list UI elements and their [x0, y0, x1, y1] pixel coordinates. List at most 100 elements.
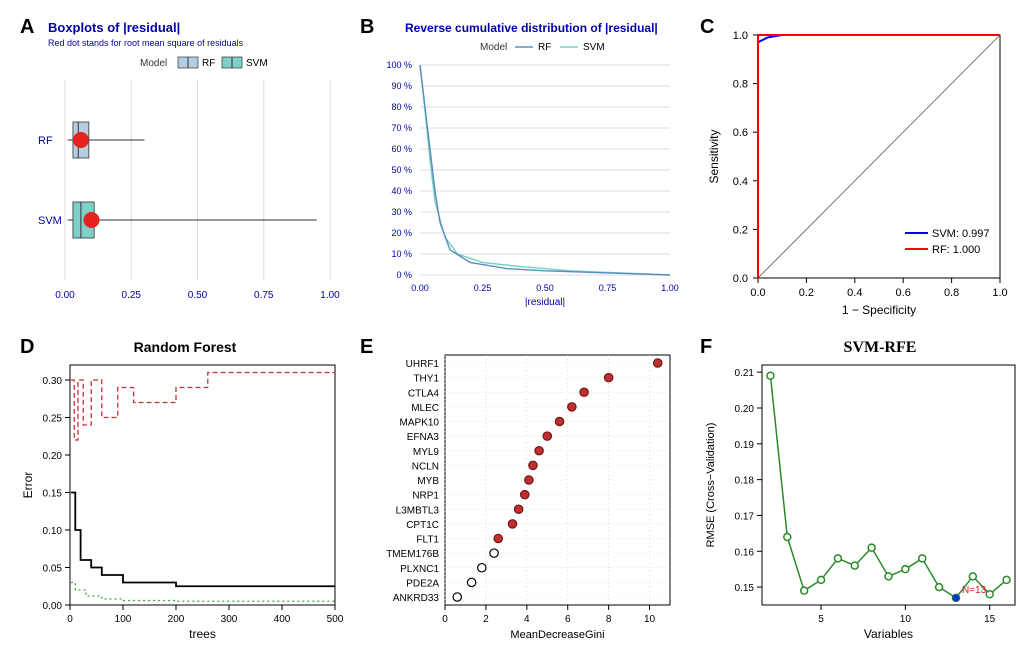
- svm-rfe-chart: SVM-RFE510150.150.160.170.180.190.200.21…: [690, 330, 1020, 650]
- svg-text:0.8: 0.8: [733, 79, 748, 91]
- svg-text:SVM: SVM: [38, 215, 62, 227]
- svg-text:0.4: 0.4: [733, 176, 748, 188]
- svg-text:N=13: N=13: [962, 585, 987, 596]
- svg-text:SVM: SVM: [246, 58, 268, 69]
- svg-text:0.10: 0.10: [43, 526, 63, 537]
- svg-text:PDE2A: PDE2A: [406, 578, 439, 589]
- svg-text:0.20: 0.20: [43, 451, 63, 462]
- svg-text:40 %: 40 %: [391, 186, 412, 196]
- svg-text:SVM: 0.997: SVM: 0.997: [932, 228, 989, 240]
- svg-text:MeanDecreaseGini: MeanDecreaseGini: [510, 629, 604, 641]
- svg-text:0.17: 0.17: [735, 511, 755, 522]
- svg-text:6: 6: [565, 614, 571, 625]
- svg-text:Boxplots of |residual|: Boxplots of |residual|: [48, 20, 180, 35]
- svg-text:EFNA3: EFNA3: [407, 432, 440, 443]
- svg-text:1.00: 1.00: [661, 283, 679, 293]
- svg-text:0.0: 0.0: [733, 273, 748, 285]
- svg-text:CTLA4: CTLA4: [408, 388, 440, 399]
- svg-text:Error: Error: [21, 472, 35, 499]
- svg-text:Variables: Variables: [864, 627, 913, 641]
- panel-b: B Reverse cumulative distribution of |re…: [350, 10, 690, 330]
- random-forest-chart: Random Forest01002003004005000.000.050.1…: [10, 330, 350, 650]
- svg-text:4: 4: [524, 614, 530, 625]
- svg-text:Sensitivity: Sensitivity: [707, 129, 721, 183]
- svg-text:RF: RF: [538, 42, 551, 53]
- svg-text:0.19: 0.19: [735, 440, 755, 451]
- svg-text:0.25: 0.25: [43, 414, 63, 425]
- svg-text:10 %: 10 %: [391, 249, 412, 259]
- panel-label-f: F: [700, 336, 712, 359]
- svg-text:30 %: 30 %: [391, 207, 412, 217]
- svg-text:0.00: 0.00: [43, 601, 63, 612]
- svg-text:15: 15: [984, 614, 996, 625]
- panel-a: A Boxplots of |residual| Red dot stands f…: [10, 10, 350, 330]
- svg-text:0.15: 0.15: [735, 583, 755, 594]
- svg-text:1.0: 1.0: [733, 30, 748, 42]
- svg-text:Model: Model: [140, 58, 167, 69]
- svg-text:FLT1: FLT1: [416, 535, 439, 546]
- svg-text:PLXNC1: PLXNC1: [400, 564, 439, 575]
- panel-f: F SVM-RFE510150.150.160.170.180.190.200.…: [690, 330, 1020, 650]
- svg-text:|residual|: |residual|: [525, 297, 565, 308]
- panel-c: C 0.00.00.20.20.40.40.60.60.80.81.01.01 …: [690, 10, 1020, 330]
- svg-text:RF: RF: [38, 135, 53, 147]
- panel-e: E 0246810UHRF1THY1CTLA4MLECMAPK10EFNA3MY…: [350, 330, 690, 650]
- panel-label-e: E: [360, 336, 373, 359]
- svg-text:0.21: 0.21: [735, 368, 755, 379]
- svg-text:THY1: THY1: [413, 374, 439, 385]
- svg-text:0: 0: [442, 614, 448, 625]
- svg-text:200: 200: [168, 614, 185, 625]
- svg-text:5: 5: [818, 614, 824, 625]
- svg-text:80 %: 80 %: [391, 102, 412, 112]
- svg-text:Random Forest: Random Forest: [134, 339, 237, 355]
- svg-text:0.8: 0.8: [944, 287, 959, 299]
- svg-text:60 %: 60 %: [391, 144, 412, 154]
- svg-text:1 − Specificity: 1 − Specificity: [842, 303, 916, 317]
- svg-text:8: 8: [606, 614, 612, 625]
- panel-d: D Random Forest01002003004005000.000.050…: [10, 330, 350, 650]
- reverse-cdf-chart: Reverse cumulative distribution of |resi…: [350, 10, 690, 330]
- svg-text:SVM: SVM: [583, 42, 605, 53]
- svg-text:0 %: 0 %: [396, 270, 412, 280]
- panel-label-b: B: [360, 16, 374, 39]
- svg-text:RF: RF: [202, 58, 215, 69]
- svg-text:L3MBTL3: L3MBTL3: [396, 505, 440, 516]
- gini-chart: 0246810UHRF1THY1CTLA4MLECMAPK10EFNA3MYL9…: [350, 330, 690, 650]
- svg-text:0.50: 0.50: [188, 290, 208, 301]
- svg-text:90 %: 90 %: [391, 81, 412, 91]
- svg-text:100: 100: [115, 614, 132, 625]
- svg-text:0.05: 0.05: [43, 564, 63, 575]
- svg-text:NRP1: NRP1: [412, 491, 439, 502]
- panel-label-a: A: [20, 16, 34, 39]
- svg-text:Red dot stands for root mean s: Red dot stands for root mean square of r…: [48, 38, 244, 48]
- panel-label-c: C: [700, 16, 714, 39]
- svg-text:0.4: 0.4: [847, 287, 862, 299]
- svg-text:1.0: 1.0: [992, 287, 1007, 299]
- svg-text:0: 0: [67, 614, 73, 625]
- svg-text:10: 10: [900, 614, 912, 625]
- panel-label-d: D: [20, 336, 34, 359]
- svg-text:400: 400: [274, 614, 291, 625]
- svg-text:0.2: 0.2: [799, 287, 814, 299]
- svg-text:0.75: 0.75: [599, 283, 617, 293]
- svg-text:0.75: 0.75: [254, 290, 274, 301]
- svg-text:RF: 1.000: RF: 1.000: [932, 244, 980, 256]
- svg-text:0.25: 0.25: [122, 290, 142, 301]
- svg-text:MAPK10: MAPK10: [400, 418, 440, 429]
- svg-text:300: 300: [221, 614, 238, 625]
- svg-text:RMSE (Cross−Validation): RMSE (Cross−Validation): [705, 423, 717, 548]
- roc-chart: 0.00.00.20.20.40.40.60.60.80.81.01.01 − …: [690, 10, 1020, 330]
- svg-text:20 %: 20 %: [391, 228, 412, 238]
- svg-text:2: 2: [483, 614, 489, 625]
- svg-text:0.30: 0.30: [43, 376, 63, 387]
- svg-text:TMEM176B: TMEM176B: [386, 549, 439, 560]
- svg-text:MYB: MYB: [417, 476, 439, 487]
- svg-text:0.20: 0.20: [735, 404, 755, 415]
- svg-text:ANKRD33: ANKRD33: [393, 593, 440, 604]
- svg-text:70 %: 70 %: [391, 123, 412, 133]
- boxplot-chart: Boxplots of |residual| Red dot stands for…: [10, 10, 350, 330]
- svg-text:100 %: 100 %: [386, 60, 412, 70]
- svg-text:0.00: 0.00: [411, 283, 429, 293]
- svg-text:0.15: 0.15: [43, 489, 63, 500]
- svg-text:trees: trees: [189, 627, 216, 641]
